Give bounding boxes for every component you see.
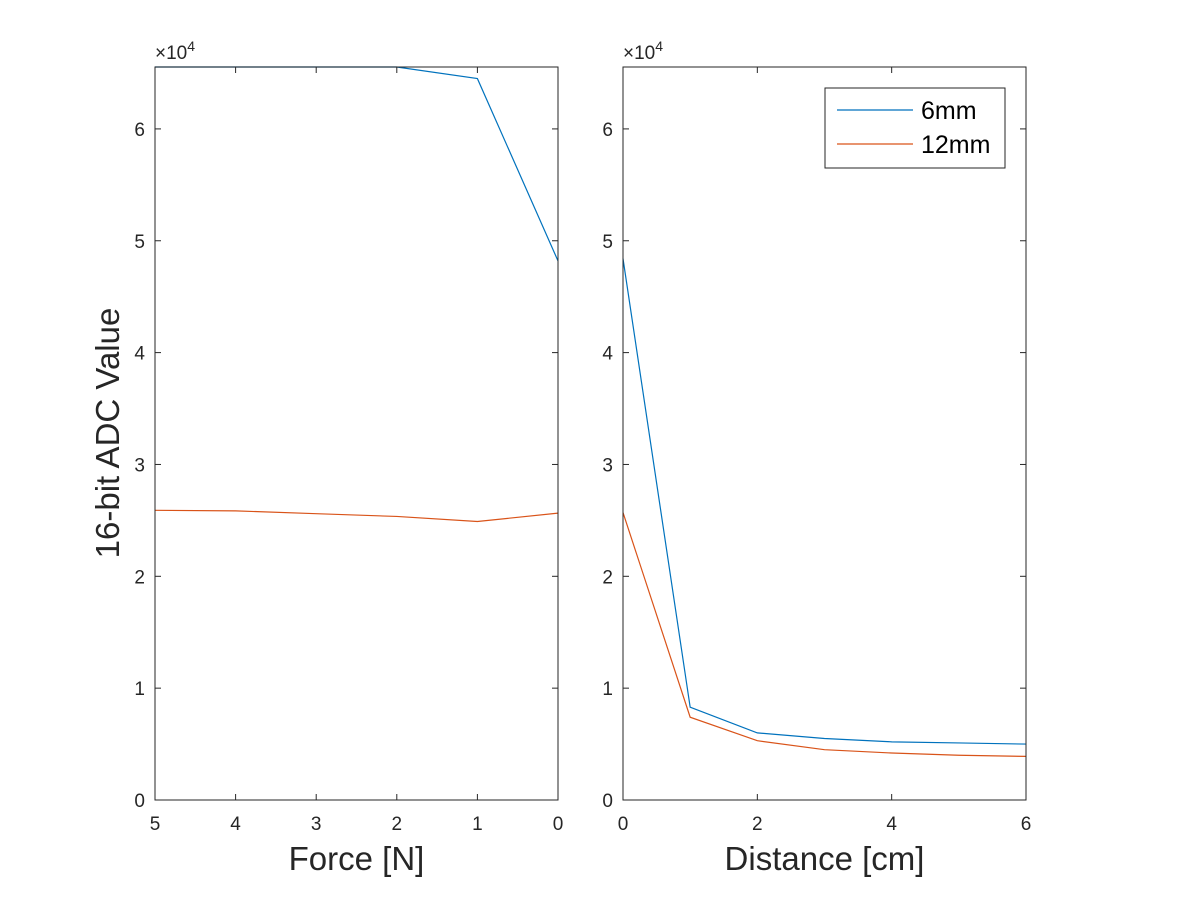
y-tick-label: 1: [134, 679, 145, 700]
legend: 6mm 12mm: [824, 87, 1006, 169]
y-tick-label: 6: [602, 120, 613, 141]
y-tick-label: 5: [134, 232, 145, 253]
plot-frame: [154, 66, 559, 801]
x-tick-label: 5: [150, 814, 161, 835]
y-tick-label: 0: [602, 791, 613, 812]
y-tick-label: 0: [134, 791, 145, 812]
series-line-6mm: [622, 258, 1027, 745]
series-line-12mm: [154, 509, 559, 523]
legend-label-12mm: 12mm: [921, 131, 990, 159]
y-tick-label: 1: [602, 679, 613, 700]
right-plot-panel: 0 1 2 3 4 5 6 0 2 4 6 Distance [cm] ×104 6mm 12mm: [602, 38, 1031, 877]
x-tick-label: 0: [618, 814, 629, 835]
left-plot-panel: 0 1 2 3 4 5 6 5 4 3 2 1 0 Force [N] ×104: [134, 38, 563, 877]
x-tick-label: 3: [311, 814, 322, 835]
plot-frame: [622, 66, 1027, 801]
x-tick-label: 6: [1021, 814, 1032, 835]
x-tick-label: 0: [553, 814, 564, 835]
x-tick-label: 4: [230, 814, 241, 835]
x-tick-label: 1: [472, 814, 483, 835]
x-tick-label: 2: [752, 814, 763, 835]
y-exponent-label: ×104: [155, 38, 195, 64]
legend-box: [824, 87, 1006, 169]
y-tick-label: 3: [134, 455, 145, 476]
legend-label-6mm: 6mm: [921, 97, 977, 125]
y-tick-label: 3: [602, 455, 613, 476]
x-axis-label: Force [N]: [289, 840, 425, 877]
y-axis-label: 16-bit ADC Value: [89, 308, 126, 559]
y-tick-label: 4: [602, 344, 613, 365]
x-tick-label: 2: [392, 814, 403, 835]
x-axis-label: Distance [cm]: [725, 840, 925, 877]
y-tick-label: 6: [134, 120, 145, 141]
series-line-12mm: [622, 512, 1027, 757]
y-tick-label: 2: [602, 567, 613, 588]
y-tick-label: 4: [134, 344, 145, 365]
y-exponent-label: ×104: [623, 38, 663, 64]
x-tick-label: 4: [886, 814, 897, 835]
y-tick-label: 5: [602, 232, 613, 253]
series-line-6mm: [155, 66, 559, 262]
y-tick-label: 2: [134, 567, 145, 588]
